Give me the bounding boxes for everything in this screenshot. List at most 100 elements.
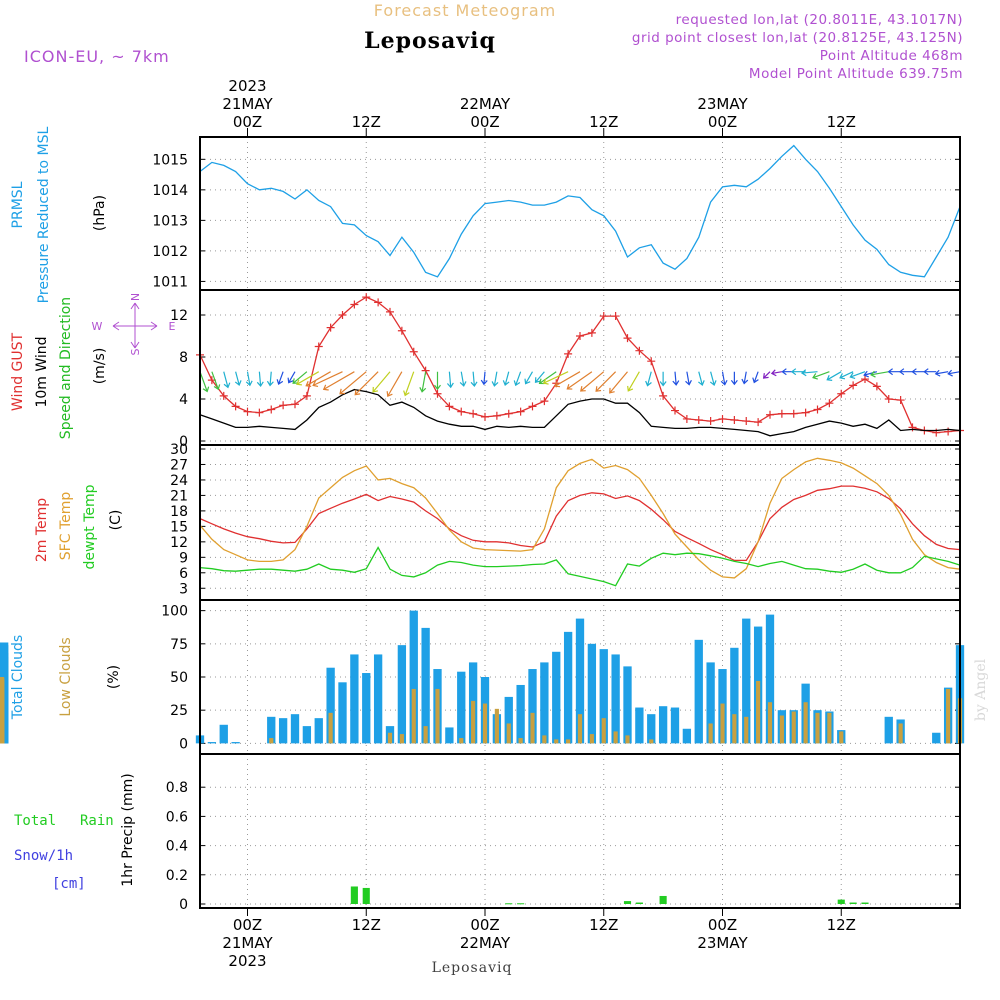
gust-marker — [433, 389, 442, 398]
total-clouds-bar — [326, 667, 335, 744]
y-tick-label: 24 — [170, 473, 188, 489]
gust-marker — [754, 418, 763, 427]
wind-direction-arrow — [698, 371, 705, 386]
total-clouds-bar — [302, 726, 312, 744]
total-clouds-bar — [373, 654, 383, 744]
wind-unit: (m/s) — [92, 348, 108, 385]
low-clouds-bar — [423, 726, 428, 744]
clouds-unit: (%) — [106, 665, 122, 689]
temp2m-label: 2m Temp — [34, 498, 50, 562]
gust-marker — [326, 323, 335, 332]
gust-marker — [884, 395, 893, 403]
gust-marker — [338, 311, 347, 319]
y-tick-label: 0 — [179, 736, 188, 752]
location-title: Leposaviq — [364, 28, 496, 54]
total-clouds-bar — [362, 673, 371, 744]
pressure-label-1: PRMSL — [10, 181, 26, 228]
top-time-label: 00Z — [708, 113, 737, 131]
gust-marker — [564, 349, 573, 358]
total-rain-bar — [659, 895, 667, 904]
total-clouds-bar — [706, 662, 715, 744]
gust-marker — [374, 298, 383, 307]
gust-marker — [279, 401, 288, 410]
total-clouds-bar — [575, 618, 585, 744]
total-rain-bar — [505, 903, 513, 905]
y-tick-label: 12 — [170, 535, 188, 551]
low-clouds-bar — [649, 739, 654, 744]
total-clouds-bar — [647, 714, 656, 744]
total-rain-bar — [635, 902, 643, 904]
precip-axis-label: 1hr Precip (mm) — [120, 773, 136, 886]
wind-direction-arrow — [513, 371, 522, 387]
wind-direction-arrow — [419, 371, 427, 393]
total-clouds-bar — [623, 666, 632, 744]
wind-direction-arrow — [434, 371, 441, 391]
rain-label-rain: Rain — [80, 813, 114, 829]
gust-marker — [350, 300, 359, 309]
total-clouds-bar — [338, 682, 347, 744]
compass-e: E — [169, 320, 176, 333]
total-clouds-bar — [457, 671, 466, 744]
sfc-temp-line — [199, 457, 961, 579]
total-clouds-bar — [231, 742, 240, 744]
low-clouds-bar — [482, 703, 488, 744]
wind-direction-arrow — [659, 371, 667, 387]
wind-direction-arrow — [542, 371, 569, 385]
gust-marker — [469, 409, 478, 418]
dewpt-temp-line — [199, 546, 961, 587]
wind-direction-arrow — [812, 371, 830, 380]
bottom-time-label: 00Z — [233, 916, 262, 934]
wind-direction-arrow — [741, 371, 749, 385]
wind-direction-arrow — [800, 369, 818, 377]
total-rain-bar — [837, 899, 845, 904]
wind-direction-arrow — [863, 370, 878, 378]
y-tick-label: 0 — [179, 434, 188, 450]
gust-marker — [872, 382, 881, 391]
wind-direction-arrow — [312, 371, 343, 388]
total-clouds-bar — [290, 714, 300, 744]
top-time-label: 12Z — [827, 113, 856, 131]
wind-direction-arrow — [256, 371, 264, 388]
wind-direction-arrow — [580, 371, 605, 392]
gust-marker — [219, 391, 228, 400]
total-clouds-bar — [516, 684, 525, 744]
gust-marker — [813, 405, 822, 414]
low-clouds-bar — [946, 688, 951, 744]
wind-direction-arrow — [534, 371, 545, 384]
total-clouds-bar — [635, 707, 644, 744]
wind-direction-arrow — [223, 371, 231, 389]
y-tick-label: 9 — [179, 550, 188, 566]
gust-marker — [706, 417, 715, 426]
y-tick-label: 12 — [170, 308, 188, 324]
total-clouds-bar — [670, 707, 680, 744]
gust-marker — [314, 342, 323, 351]
chart-type-title: Forecast Meteogram — [374, 1, 556, 20]
wind-gust-label: Wind GUST — [10, 332, 26, 411]
wind-direction-arrow — [245, 371, 253, 387]
gust-marker — [397, 326, 406, 335]
total-clouds-bar — [730, 647, 739, 744]
pressure-label-2: Pressure Reduced to MSL — [36, 126, 52, 303]
gust-marker — [611, 312, 620, 321]
wind-direction-arrow — [947, 369, 961, 377]
y-tick-label: 21 — [170, 488, 188, 504]
gust-marker — [635, 346, 644, 355]
total-rain-bar — [861, 902, 869, 904]
wind-direction-arrow — [386, 371, 403, 397]
gust-marker — [849, 381, 858, 390]
wind-direction-arrow — [234, 371, 242, 386]
total-clouds-bar — [219, 724, 228, 744]
gust-marker — [243, 407, 252, 416]
low-clouds-bar — [506, 723, 511, 744]
low-clouds-bar — [791, 711, 796, 744]
gust-marker — [267, 405, 276, 414]
top-time-label: 00Z — [233, 113, 262, 131]
y-tick-label: 3 — [179, 581, 188, 597]
wind-direction-arrow — [554, 371, 581, 388]
bottom-time-label: 12Z — [352, 916, 381, 934]
footer-location: Leposaviq — [432, 960, 513, 976]
dewpt-label: dewpt Temp — [82, 484, 98, 569]
wind-direction-arrow — [502, 371, 510, 386]
total-clouds-bar — [682, 728, 692, 744]
y-tick-label: 1015 — [152, 152, 188, 168]
